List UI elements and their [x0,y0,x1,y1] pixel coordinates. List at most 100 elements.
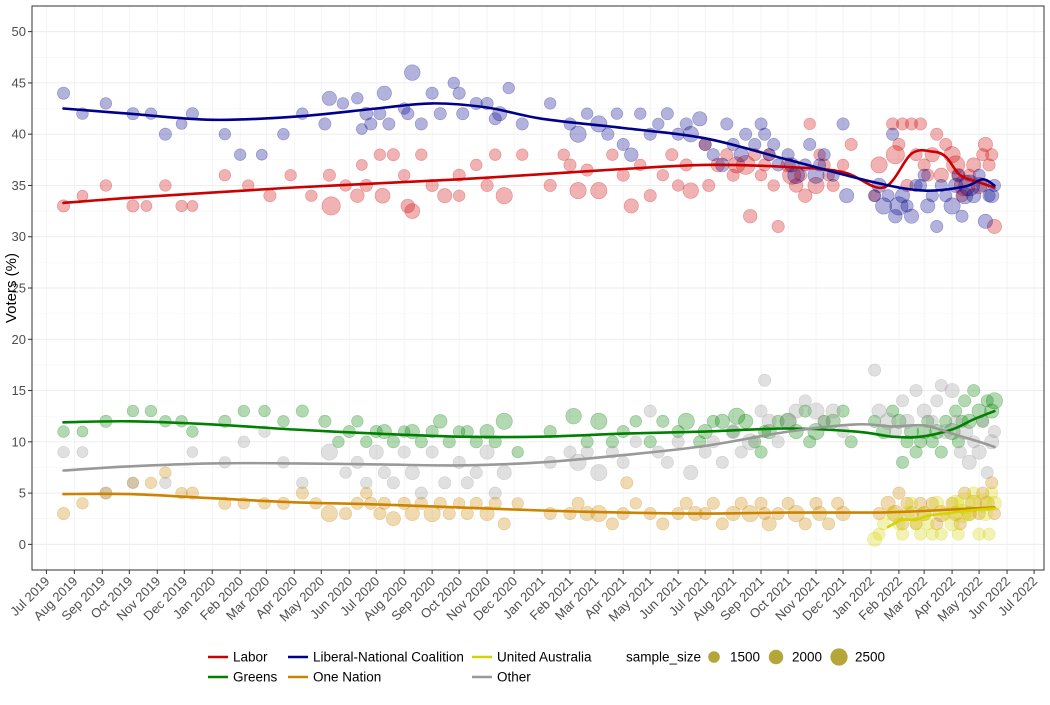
data-point [218,169,231,182]
data-point [237,435,250,448]
data-point [127,477,139,489]
data-point [495,412,513,430]
data-point [886,404,900,418]
data-point [563,158,577,172]
data-point [601,127,615,141]
data-point [985,392,1003,410]
data-point [144,476,158,489]
data-point [905,496,918,510]
legend-label: Liberal-National Coalition [313,650,464,665]
data-point [237,404,250,418]
data-point [643,189,657,203]
data-point [590,464,608,482]
data-point [373,148,386,161]
data-point [580,107,594,120]
data-point [807,176,825,194]
data-point [944,383,960,399]
data-point [976,486,990,500]
data-point [356,123,368,135]
data-point [733,147,749,163]
data-point [76,189,89,202]
data-point [57,507,71,521]
data-point [980,466,994,480]
data-point [728,407,746,425]
data-point [126,404,140,418]
data-point [896,394,909,408]
trend-line-united-australia [886,507,996,529]
size-legend-label: 2500 [855,650,885,665]
data-point [159,476,172,489]
data-point [836,158,850,172]
data-point [322,168,336,182]
data-point [679,496,693,510]
data-point [590,505,608,523]
data-point [966,188,982,204]
data-point [720,148,734,162]
data-point [881,189,895,203]
data-point [563,507,577,521]
data-point [929,495,945,511]
data-point [605,517,619,531]
data-point [277,128,290,141]
data-point [258,497,271,510]
data-point [944,516,960,532]
data-point [877,517,891,531]
data-point [958,394,972,408]
data-point [771,435,785,449]
legend-label: One Nation [313,670,381,685]
data-point [57,86,71,100]
data-point [186,200,199,212]
data-point [488,486,502,500]
data-point [892,137,906,151]
data-point [921,517,935,531]
data-point [258,404,271,418]
data-point [714,413,730,429]
data-point [616,455,630,469]
data-point [930,517,944,531]
data-point [218,128,231,141]
data-point [543,507,557,521]
data-point [495,187,513,205]
data-point [939,137,953,151]
legend-label: Other [497,670,531,685]
data-point [914,496,928,510]
data-point [914,117,928,131]
data-point [460,476,474,490]
data-point [511,497,524,510]
data-point [734,496,748,510]
data-point [336,97,350,110]
data-point [706,496,720,510]
data-point [368,444,384,460]
data-point [758,373,772,387]
data-point [977,136,993,152]
data-point [580,445,594,459]
data-point [652,117,665,131]
size-legend-item: 2500 [830,648,885,666]
data-point [415,148,428,161]
y-tick-label: 45 [12,75,26,90]
data-point [515,117,529,131]
data-point [715,517,729,531]
data-point [754,117,768,131]
trend-line-liberal-national-coalition [62,102,996,193]
data-point [318,117,332,131]
data-point [839,188,855,204]
data-point [99,179,113,192]
series-points-one-nation [57,466,1001,532]
data-point [425,445,439,459]
y-tick-label: 40 [12,127,26,142]
data-point [892,486,906,500]
data-point [958,486,972,500]
data-point [702,178,716,192]
data-point [414,486,428,500]
data-point [692,111,708,127]
data-point [870,156,888,174]
data-point [557,148,570,161]
data-point [516,148,529,161]
data-point [140,200,153,212]
data-point [677,412,695,430]
data-point [967,486,981,500]
data-point [886,127,900,141]
data-point [404,203,421,219]
legend: Labor Liberal-National Coalition United Au… [208,648,885,685]
